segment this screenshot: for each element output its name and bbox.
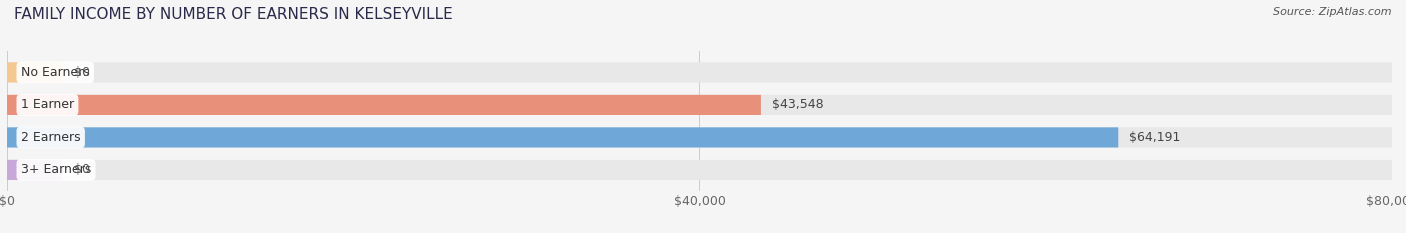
Text: $43,548: $43,548 [772,98,824,111]
FancyBboxPatch shape [7,160,1392,180]
Text: $0: $0 [73,163,90,176]
Text: No Earners: No Earners [21,66,90,79]
Text: $0: $0 [73,66,90,79]
FancyBboxPatch shape [7,62,62,82]
FancyBboxPatch shape [7,127,1118,147]
Text: 2 Earners: 2 Earners [21,131,80,144]
Text: FAMILY INCOME BY NUMBER OF EARNERS IN KELSEYVILLE: FAMILY INCOME BY NUMBER OF EARNERS IN KE… [14,7,453,22]
Text: 1 Earner: 1 Earner [21,98,75,111]
FancyBboxPatch shape [7,62,1392,82]
Text: $64,191: $64,191 [1129,131,1181,144]
FancyBboxPatch shape [7,160,62,180]
FancyBboxPatch shape [7,127,1392,147]
FancyBboxPatch shape [7,95,761,115]
FancyBboxPatch shape [7,95,1392,115]
Text: Source: ZipAtlas.com: Source: ZipAtlas.com [1274,7,1392,17]
Text: 3+ Earners: 3+ Earners [21,163,91,176]
